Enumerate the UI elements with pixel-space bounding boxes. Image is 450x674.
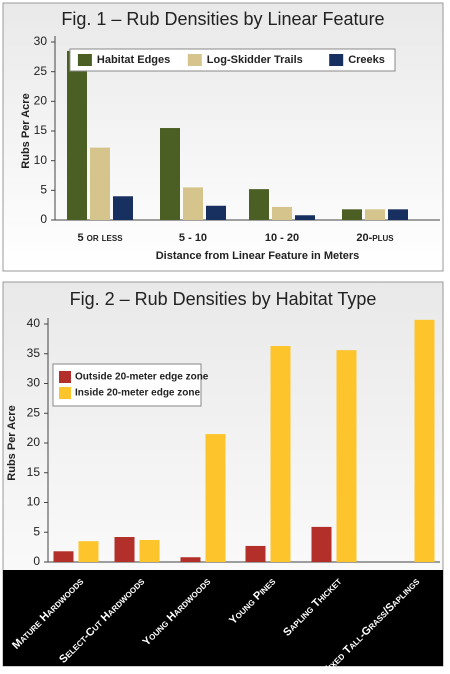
legend-swatch <box>59 371 71 383</box>
y-tick-label: 5 <box>40 183 47 197</box>
y-tick-label: 40 <box>27 316 41 330</box>
bar <box>67 50 87 221</box>
legend-label: Log-Skidder Trails <box>207 54 303 66</box>
bar <box>270 346 291 562</box>
x-tick-label: 5 - 10 <box>179 232 207 244</box>
bar <box>139 539 160 562</box>
legend-box <box>52 363 202 407</box>
bar <box>53 551 74 562</box>
bar <box>414 319 435 562</box>
legend-swatch <box>59 387 71 399</box>
y-tick-label: 20 <box>34 94 48 108</box>
bar <box>206 205 226 220</box>
bar <box>336 350 357 562</box>
legend-swatch <box>329 54 344 66</box>
bar <box>295 215 315 220</box>
x-axis-title: Distance from Linear Feature in Meters <box>156 250 360 262</box>
label-band <box>3 570 443 666</box>
y-tick-label: 15 <box>34 123 48 137</box>
legend-box <box>69 48 396 72</box>
bar <box>113 196 133 220</box>
bar <box>311 526 332 562</box>
y-tick-label: 35 <box>27 346 41 360</box>
bar <box>180 557 201 562</box>
bar <box>205 434 226 562</box>
chart-title: Fig. 1 – Rub Densities by Linear Feature <box>61 9 384 29</box>
legend-label: Habitat Edges <box>97 54 170 66</box>
legend-label: Inside 20-meter edge zone <box>75 388 200 399</box>
x-tick-label: 10 - 20 <box>265 232 299 244</box>
y-tick-label: 25 <box>34 64 48 78</box>
bar <box>388 209 408 220</box>
y-tick-label: 0 <box>40 212 47 226</box>
bar <box>90 147 110 220</box>
bar <box>245 545 266 562</box>
legend-swatch <box>77 54 92 66</box>
y-tick-label: 10 <box>34 153 48 167</box>
y-tick-label: 20 <box>27 435 41 449</box>
chart-title: Fig. 2 – Rub Densities by Habitat Type <box>70 289 377 309</box>
bar <box>78 541 99 562</box>
bar <box>272 206 292 220</box>
legend-label: Creeks <box>348 54 385 66</box>
bar <box>342 209 362 220</box>
y-axis-title: Rubs Per Acre <box>6 405 18 480</box>
bar <box>183 187 203 220</box>
y-tick-label: 10 <box>27 495 41 509</box>
y-tick-label: 5 <box>33 524 40 538</box>
bar <box>114 537 135 562</box>
x-tick-label: 20-plus <box>356 232 394 244</box>
y-tick-label: 0 <box>33 554 40 568</box>
y-axis-title: Rubs Per Acre <box>20 93 32 168</box>
x-tick-label: 5 or less <box>77 232 123 244</box>
y-tick-label: 30 <box>27 376 41 390</box>
bar <box>249 189 269 220</box>
y-tick-label: 25 <box>27 405 41 419</box>
y-tick-label: 30 <box>34 34 48 48</box>
bar <box>160 128 180 220</box>
y-tick-label: 15 <box>27 465 41 479</box>
bar <box>365 209 385 220</box>
legend-swatch <box>187 54 202 66</box>
legend-label: Outside 20-meter edge zone <box>75 372 209 383</box>
